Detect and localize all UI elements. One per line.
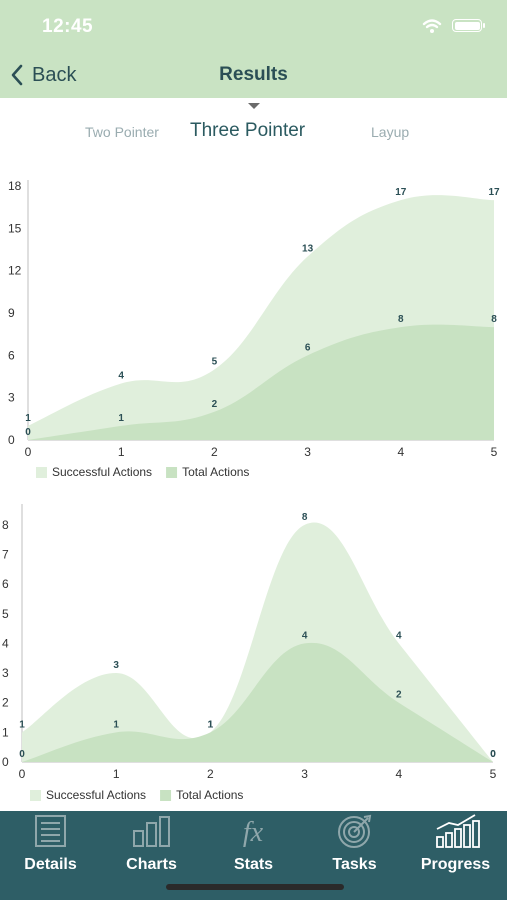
y-tick-label: 9 [8, 306, 15, 320]
y-tick-label: 7 [2, 547, 9, 561]
data-label: 1 [118, 413, 124, 424]
y-tick-label: 18 [8, 179, 22, 193]
back-label: Back [32, 63, 77, 86]
x-tick-label: 4 [395, 767, 402, 781]
home-indicator [166, 884, 344, 890]
data-label: 13 [302, 244, 314, 255]
x-tick-label: 1 [118, 445, 125, 459]
x-tick-label: 3 [301, 767, 308, 781]
y-tick-label: 4 [2, 636, 9, 650]
data-label: 1 [208, 719, 214, 730]
x-tick-label: 0 [19, 767, 26, 781]
tab-progress[interactable]: Progress [405, 811, 506, 900]
data-label: 0 [19, 749, 25, 760]
data-label: 2 [212, 399, 218, 410]
x-tick-label: 3 [304, 445, 311, 459]
y-tick-label: 0 [2, 755, 9, 769]
data-label: 3 [113, 660, 119, 671]
area-total-actions [22, 642, 493, 762]
tab-stats[interactable]: fx Stats [203, 811, 304, 900]
data-label: 1 [25, 413, 31, 424]
y-tick-label: 15 [8, 221, 22, 235]
y-tick-label: 12 [8, 264, 22, 278]
y-tick-label: 5 [2, 607, 9, 621]
legend-swatch [36, 467, 47, 478]
svg-text:fx: fx [243, 817, 264, 848]
tab-label: Progress [420, 856, 491, 873]
segment-three-pointer[interactable]: Three Pointer [190, 120, 306, 141]
tab-label: Details [24, 856, 77, 873]
wifi-icon [422, 19, 442, 33]
data-label: 4 [302, 630, 308, 641]
data-label: 2 [396, 690, 402, 701]
data-label: 8 [302, 512, 308, 523]
data-label: 0 [25, 427, 31, 438]
data-label: 8 [491, 314, 497, 325]
data-label: 17 [395, 187, 407, 198]
tab-label: Tasks [332, 856, 377, 873]
data-label: 8 [398, 314, 404, 325]
nav-bar: Back Results [0, 50, 507, 98]
data-label: 0 [490, 749, 496, 760]
y-tick-label: 3 [2, 666, 9, 680]
data-label: 1 [208, 719, 214, 730]
chevron-left-icon [11, 64, 23, 86]
y-tick-label: 0 [8, 433, 15, 447]
battery-icon [452, 19, 482, 32]
data-label: 1 [113, 719, 119, 730]
tab-charts[interactable]: Charts [101, 811, 202, 900]
legend-label: Successful Actions [46, 788, 146, 802]
x-tick-label: 5 [491, 445, 498, 459]
stats-fx-icon: fx [243, 817, 264, 848]
y-tick-label: 3 [8, 391, 15, 405]
legend-label: Successful Actions [52, 465, 152, 479]
y-tick-label: 6 [2, 577, 9, 591]
page-title: Results [219, 64, 288, 85]
legend-swatch [160, 790, 172, 801]
back-button[interactable]: Back [10, 62, 76, 88]
tab-tasks[interactable]: Tasks [304, 811, 405, 900]
tab-details[interactable]: Details [0, 811, 101, 900]
area-total-actions [28, 324, 494, 440]
tab-bar: Details Charts fx Stats Tasks [0, 811, 507, 900]
data-label: 17 [488, 187, 500, 198]
segment-two-pointer[interactable]: Two Pointer [85, 124, 159, 140]
legend-swatch [30, 790, 41, 801]
tab-label: Charts [126, 856, 177, 873]
data-label: 5 [212, 356, 218, 367]
legend-label: Total Actions [176, 788, 243, 802]
legend-label: Total Actions [182, 465, 249, 479]
charts-icon [133, 816, 170, 847]
status-bar: 12:45 [0, 0, 507, 50]
y-tick-label: 1 [2, 725, 9, 739]
y-tick-label: 2 [2, 696, 9, 710]
x-tick-label: 4 [397, 445, 404, 459]
battery-cap [483, 23, 485, 28]
status-time: 12:45 [42, 16, 94, 37]
data-label: 6 [305, 342, 311, 353]
details-icon [35, 815, 66, 847]
tasks-target-icon [338, 814, 372, 848]
x-tick-label: 2 [207, 767, 214, 781]
y-tick-label: 6 [8, 348, 15, 362]
data-label: 0 [490, 749, 496, 760]
legend-swatch [166, 467, 178, 478]
y-tick-label: 8 [2, 518, 9, 532]
data-label: 4 [396, 630, 402, 641]
x-tick-label: 0 [25, 445, 32, 459]
x-tick-label: 1 [113, 767, 120, 781]
x-tick-label: 2 [211, 445, 218, 459]
progress-icon [436, 814, 480, 848]
tab-label: Stats [233, 856, 274, 873]
segment-indicator-caret [248, 103, 260, 109]
segment-layup[interactable]: Layup [371, 124, 410, 140]
data-label: 1 [19, 719, 25, 730]
x-tick-label: 5 [490, 767, 497, 781]
data-label: 4 [118, 371, 124, 382]
